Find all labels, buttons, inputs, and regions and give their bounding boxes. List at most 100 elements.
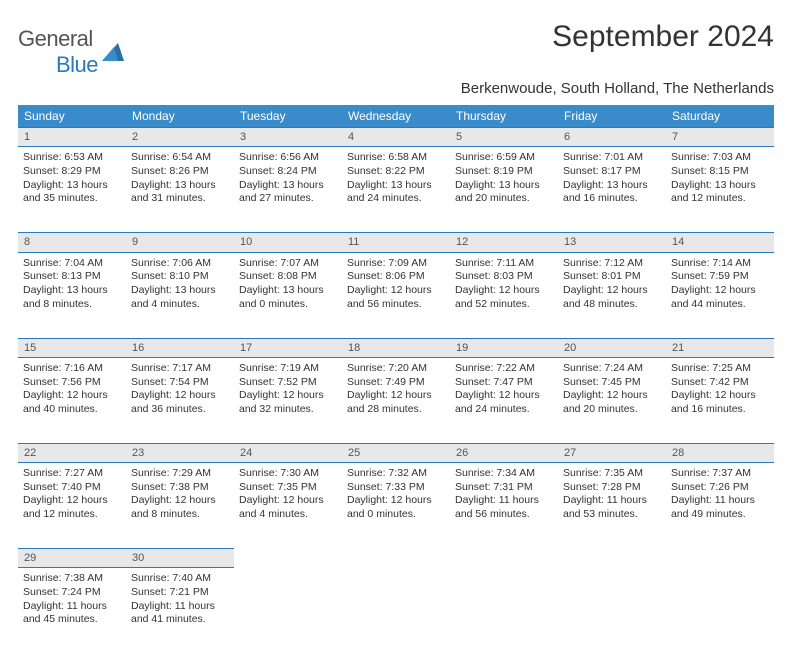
daylight-text: Daylight: 13 hours and 27 minutes. bbox=[239, 179, 337, 206]
sunrise-text: Sunrise: 7:17 AM bbox=[131, 362, 229, 376]
sunset-text: Sunset: 8:29 PM bbox=[23, 165, 121, 179]
day-content-cell: Sunrise: 7:04 AMSunset: 8:13 PMDaylight:… bbox=[18, 252, 126, 338]
sunset-text: Sunset: 7:49 PM bbox=[347, 376, 445, 390]
sunrise-text: Sunrise: 7:19 AM bbox=[239, 362, 337, 376]
day-content-cell: Sunrise: 7:29 AMSunset: 7:38 PMDaylight:… bbox=[126, 463, 234, 549]
day-content-cell: Sunrise: 7:17 AMSunset: 7:54 PMDaylight:… bbox=[126, 357, 234, 443]
day-content-cell bbox=[450, 568, 558, 654]
day-content-cell: Sunrise: 7:19 AMSunset: 7:52 PMDaylight:… bbox=[234, 357, 342, 443]
day-content-cell: Sunrise: 7:09 AMSunset: 8:06 PMDaylight:… bbox=[342, 252, 450, 338]
daylight-text: Daylight: 12 hours and 4 minutes. bbox=[239, 494, 337, 521]
day-number-cell: 10 bbox=[234, 233, 342, 252]
day-content-cell: Sunrise: 7:07 AMSunset: 8:08 PMDaylight:… bbox=[234, 252, 342, 338]
sunset-text: Sunset: 7:47 PM bbox=[455, 376, 553, 390]
day-number-cell: 8 bbox=[18, 233, 126, 252]
sunrise-text: Sunrise: 7:14 AM bbox=[671, 257, 769, 271]
day-number-cell: 29 bbox=[18, 549, 126, 568]
daylight-text: Daylight: 13 hours and 24 minutes. bbox=[347, 179, 445, 206]
page-title: September 2024 bbox=[552, 20, 774, 54]
daylight-text: Daylight: 12 hours and 12 minutes. bbox=[23, 494, 121, 521]
sunrise-text: Sunrise: 7:07 AM bbox=[239, 257, 337, 271]
sunrise-text: Sunrise: 7:01 AM bbox=[563, 151, 661, 165]
sunrise-text: Sunrise: 7:24 AM bbox=[563, 362, 661, 376]
sunrise-text: Sunrise: 6:54 AM bbox=[131, 151, 229, 165]
logo-triangle-icon bbox=[102, 43, 124, 61]
day-content-cell: Sunrise: 7:40 AMSunset: 7:21 PMDaylight:… bbox=[126, 568, 234, 654]
day-content-cell: Sunrise: 7:35 AMSunset: 7:28 PMDaylight:… bbox=[558, 463, 666, 549]
sunset-text: Sunset: 7:35 PM bbox=[239, 481, 337, 495]
sunrise-text: Sunrise: 6:53 AM bbox=[23, 151, 121, 165]
daylight-text: Daylight: 11 hours and 45 minutes. bbox=[23, 600, 121, 627]
sunset-text: Sunset: 7:31 PM bbox=[455, 481, 553, 495]
sunset-text: Sunset: 8:10 PM bbox=[131, 270, 229, 284]
day-content-cell: Sunrise: 7:03 AMSunset: 8:15 PMDaylight:… bbox=[666, 147, 774, 233]
day-content-cell: Sunrise: 7:38 AMSunset: 7:24 PMDaylight:… bbox=[18, 568, 126, 654]
day-content-cell bbox=[558, 568, 666, 654]
weekday-header: Wednesday bbox=[342, 105, 450, 128]
sunrise-text: Sunrise: 7:29 AM bbox=[131, 467, 229, 481]
sunset-text: Sunset: 7:26 PM bbox=[671, 481, 769, 495]
sunset-text: Sunset: 7:42 PM bbox=[671, 376, 769, 390]
day-content-cell: Sunrise: 7:12 AMSunset: 8:01 PMDaylight:… bbox=[558, 252, 666, 338]
day-content-cell: Sunrise: 7:06 AMSunset: 8:10 PMDaylight:… bbox=[126, 252, 234, 338]
daylight-text: Daylight: 13 hours and 31 minutes. bbox=[131, 179, 229, 206]
daylight-text: Daylight: 12 hours and 16 minutes. bbox=[671, 389, 769, 416]
day-content-row: Sunrise: 6:53 AMSunset: 8:29 PM Daylight:… bbox=[18, 147, 774, 233]
sunrise-text: Sunrise: 7:12 AM bbox=[563, 257, 661, 271]
day-number-cell: 25 bbox=[342, 443, 450, 462]
weekday-header: Friday bbox=[558, 105, 666, 128]
sunset-text: Sunset: 8:19 PM bbox=[455, 165, 553, 179]
day-number-cell: 11 bbox=[342, 233, 450, 252]
daylight-text: Daylight: 12 hours and 44 minutes. bbox=[671, 284, 769, 311]
sunset-text: Sunset: 8:24 PM bbox=[239, 165, 337, 179]
day-number-cell: 28 bbox=[666, 443, 774, 462]
day-number-cell bbox=[342, 549, 450, 568]
sunset-text: Sunset: 8:17 PM bbox=[563, 165, 661, 179]
daylight-text: Daylight: 13 hours and 20 minutes. bbox=[455, 179, 553, 206]
sunset-text: Sunset: 8:08 PM bbox=[239, 270, 337, 284]
day-number-row: 1234567 bbox=[18, 128, 774, 147]
day-number-cell: 6 bbox=[558, 128, 666, 147]
sunrise-text: Sunrise: 7:09 AM bbox=[347, 257, 445, 271]
sunrise-text: Sunrise: 7:40 AM bbox=[131, 572, 229, 586]
weekday-header: Tuesday bbox=[234, 105, 342, 128]
weekday-header: Sunday bbox=[18, 105, 126, 128]
sunrise-text: Sunrise: 7:35 AM bbox=[563, 467, 661, 481]
day-number-cell: 22 bbox=[18, 443, 126, 462]
day-content-cell: Sunrise: 7:24 AMSunset: 7:45 PMDaylight:… bbox=[558, 357, 666, 443]
sunrise-text: Sunrise: 7:06 AM bbox=[131, 257, 229, 271]
sunset-text: Sunset: 7:40 PM bbox=[23, 481, 121, 495]
daylight-text: Daylight: 12 hours and 32 minutes. bbox=[239, 389, 337, 416]
title-block: September 2024 bbox=[552, 20, 774, 54]
sunrise-text: Sunrise: 7:30 AM bbox=[239, 467, 337, 481]
day-content-cell: Sunrise: 7:20 AMSunset: 7:49 PMDaylight:… bbox=[342, 357, 450, 443]
day-content-cell: Sunrise: 7:30 AMSunset: 7:35 PMDaylight:… bbox=[234, 463, 342, 549]
day-number-cell: 17 bbox=[234, 338, 342, 357]
sunset-text: Sunset: 7:28 PM bbox=[563, 481, 661, 495]
calendar-table: SundayMondayTuesdayWednesdayThursdayFrid… bbox=[18, 105, 774, 654]
daylight-text: Daylight: 12 hours and 20 minutes. bbox=[563, 389, 661, 416]
weekday-header: Saturday bbox=[666, 105, 774, 128]
sunrise-text: Sunrise: 7:03 AM bbox=[671, 151, 769, 165]
day-content-cell: Sunrise: 6:58 AMSunset: 8:22 PMDaylight:… bbox=[342, 147, 450, 233]
daylight-text: Daylight: 12 hours and 36 minutes. bbox=[131, 389, 229, 416]
day-number-cell: 27 bbox=[558, 443, 666, 462]
day-number-cell: 13 bbox=[558, 233, 666, 252]
day-number-cell: 19 bbox=[450, 338, 558, 357]
sunrise-text: Sunrise: 7:32 AM bbox=[347, 467, 445, 481]
sunset-text: Sunset: 7:45 PM bbox=[563, 376, 661, 390]
day-number-cell: 4 bbox=[342, 128, 450, 147]
logo-text-general: General bbox=[18, 26, 93, 51]
day-content-row: Sunrise: 7:27 AMSunset: 7:40 PMDaylight:… bbox=[18, 463, 774, 549]
sunset-text: Sunset: 8:13 PM bbox=[23, 270, 121, 284]
daylight-text: Daylight: 12 hours and 56 minutes. bbox=[347, 284, 445, 311]
sunrise-text: Sunrise: 7:20 AM bbox=[347, 362, 445, 376]
day-content-cell bbox=[234, 568, 342, 654]
sunset-text: Sunset: 7:59 PM bbox=[671, 270, 769, 284]
page-subtitle: Berkenwoude, South Holland, The Netherla… bbox=[18, 80, 774, 97]
day-number-cell: 16 bbox=[126, 338, 234, 357]
day-number-cell: 7 bbox=[666, 128, 774, 147]
logo: General Blue bbox=[18, 26, 124, 78]
logo-text: General Blue bbox=[18, 26, 98, 78]
logo-text-blue: Blue bbox=[56, 52, 98, 77]
